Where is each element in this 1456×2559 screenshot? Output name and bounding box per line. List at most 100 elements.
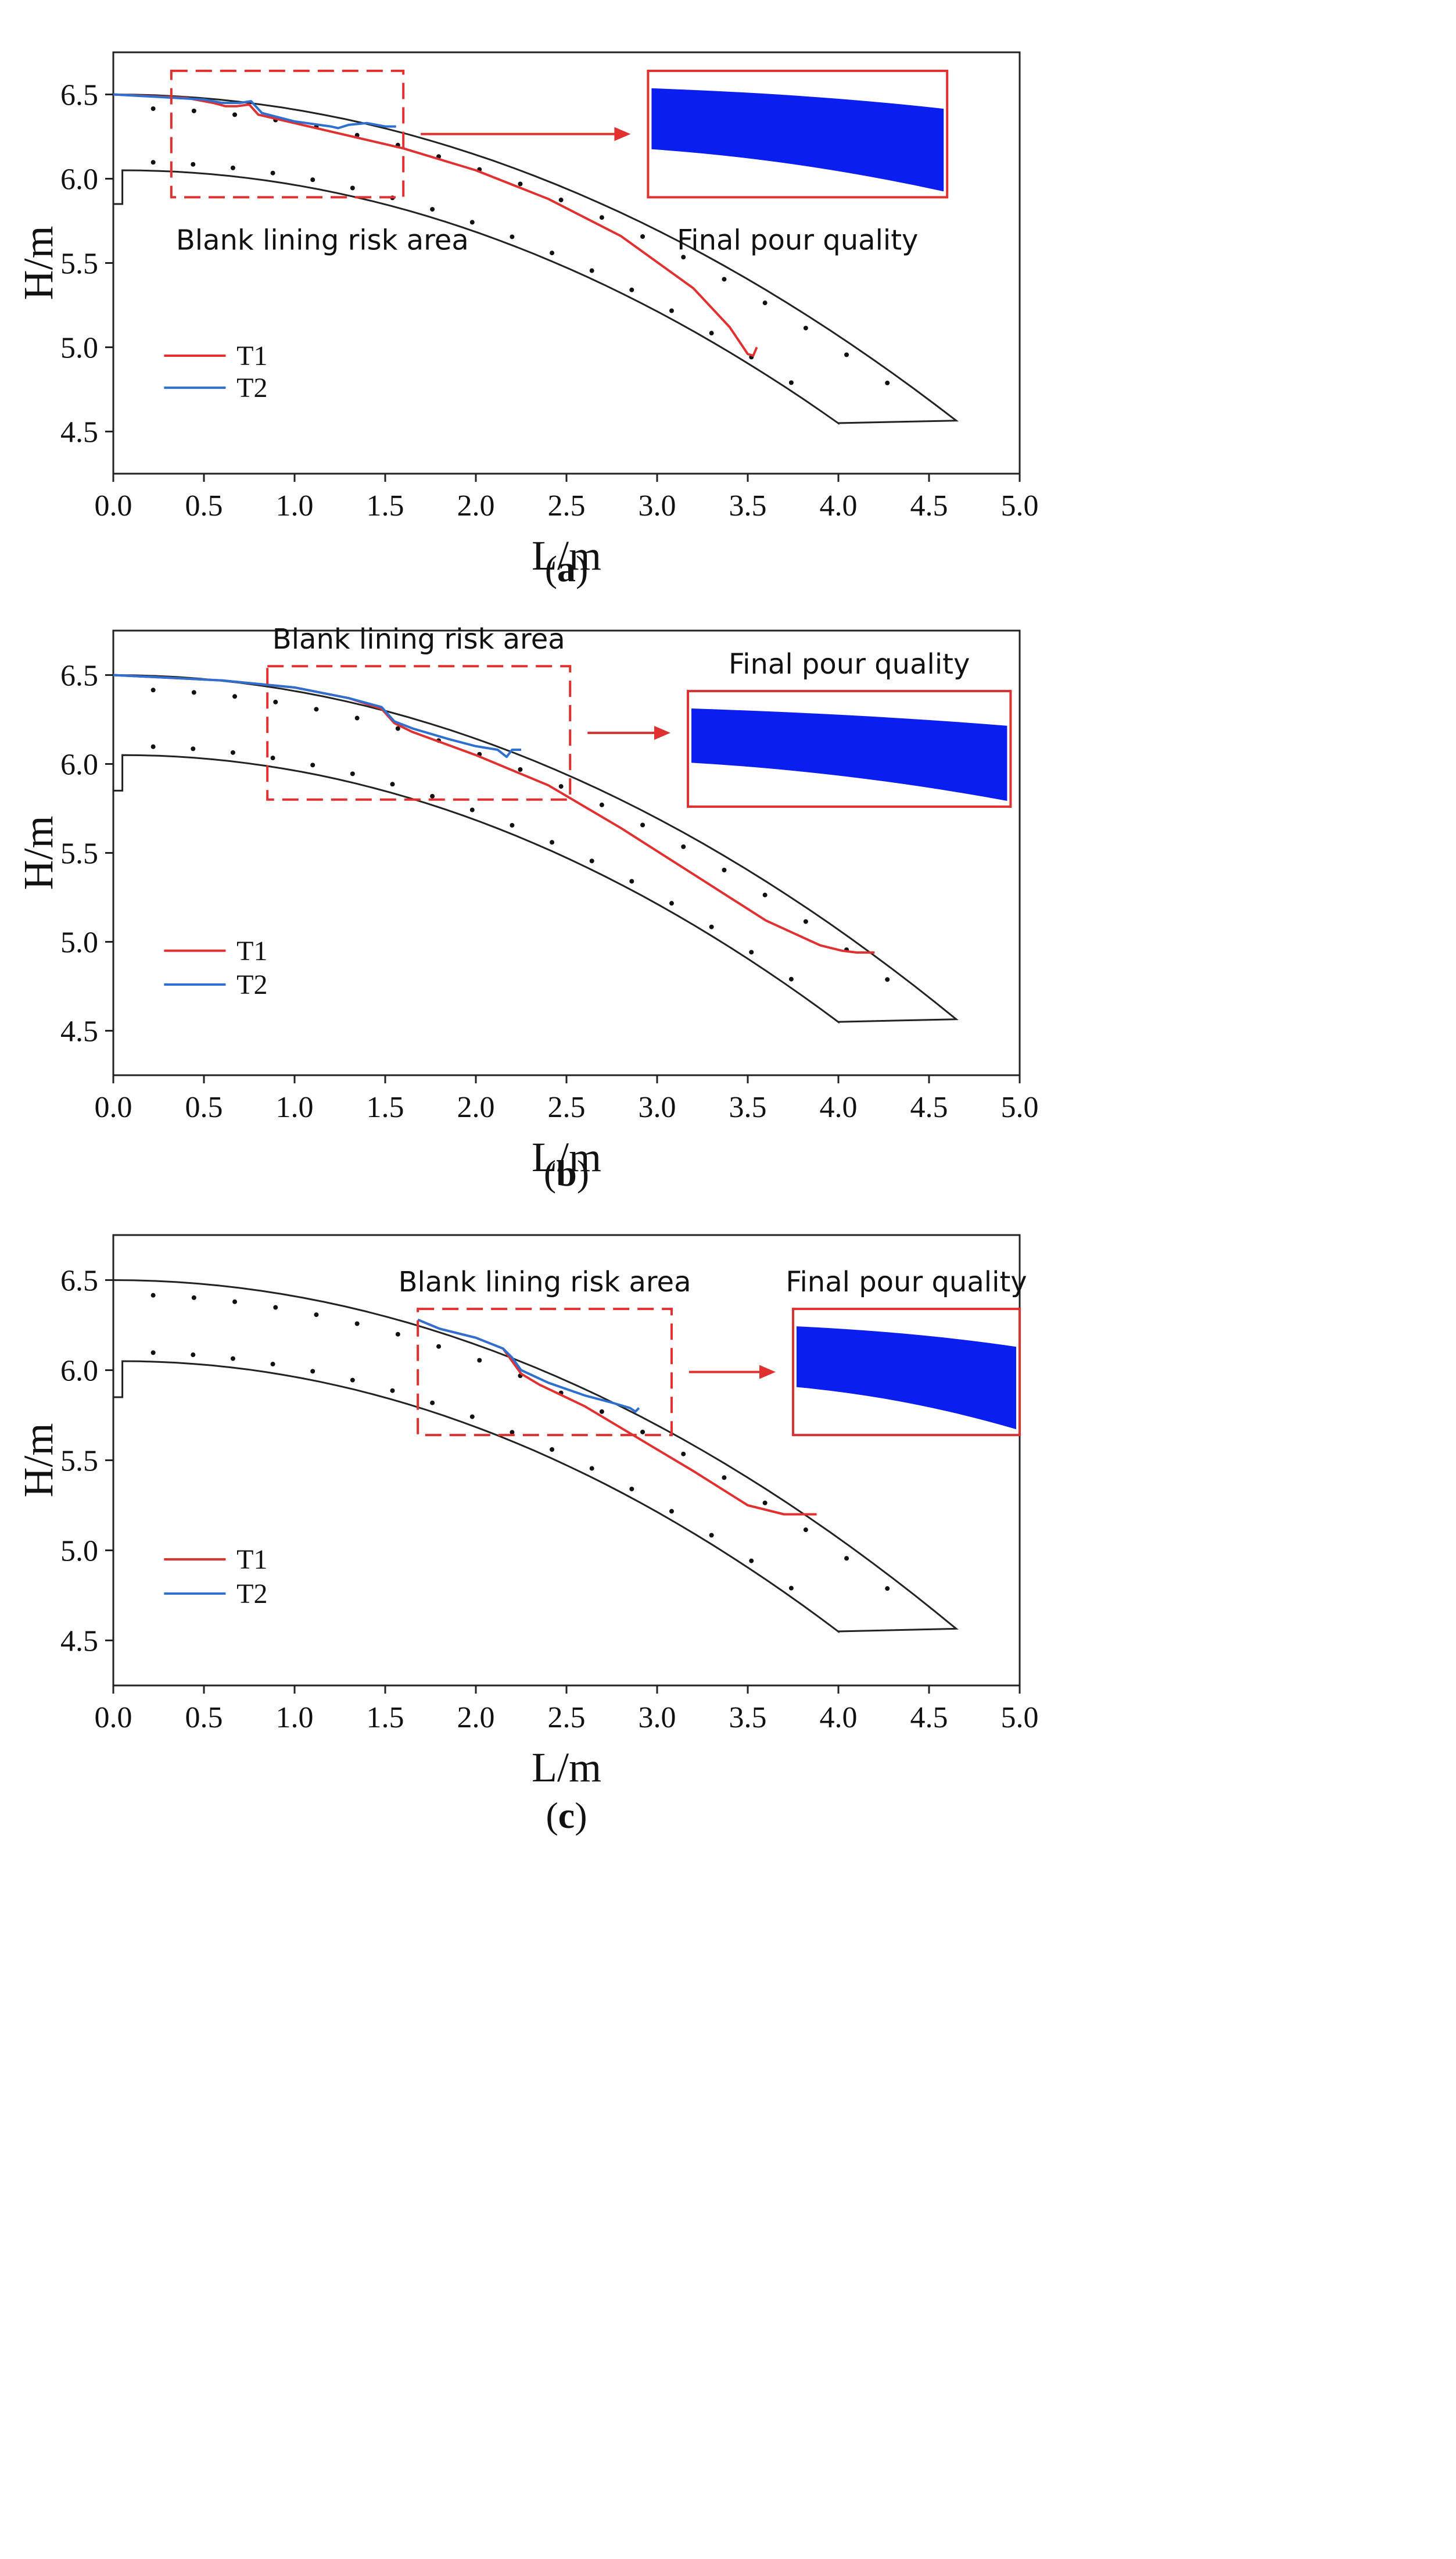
rebar-dot-inner: [150, 1350, 156, 1355]
x-tick-label: 3.0: [639, 1091, 676, 1124]
x-tick-label: 2.0: [457, 1701, 495, 1734]
chart-panel-c: 0.0 0.5 1.0 1.5 2.0 2.5 3.0 3.5 4.0 4.5 5.0 4.5 5.0 5…: [15, 1234, 1039, 1836]
x-tick-label: 4.5: [910, 1701, 948, 1734]
rebar-dot-inner: [350, 185, 355, 191]
legend-label-t1: T1: [236, 1544, 267, 1575]
rebar-dot-outer: [150, 688, 156, 693]
x-tick-label: 4.5: [910, 489, 948, 522]
y-axis-label: H/m: [15, 1423, 62, 1497]
rebar-dot-outer: [518, 767, 523, 772]
rebar-dot-outer: [640, 234, 645, 239]
y-tick-label: 5.0: [60, 926, 98, 960]
x-tick-label: 4.0: [820, 1701, 858, 1734]
rebar-dot-outer: [273, 699, 278, 704]
y-tick-label: 6.0: [60, 749, 98, 782]
rebar-dots: [150, 1293, 890, 1591]
rebar-dot-inner: [669, 308, 674, 313]
lining-outline: [112, 1279, 959, 1634]
rebar-dot-outer: [640, 822, 645, 828]
y-tick-label: 6.5: [60, 1265, 98, 1298]
arrow-head: [759, 1365, 776, 1379]
panel-label: (b): [544, 1153, 589, 1194]
risk-area-label: Blank lining risk area: [176, 224, 469, 256]
rebar-dot-inner: [788, 1585, 794, 1591]
rebar-dot-outer: [599, 802, 604, 807]
x-tick-label: 4.0: [820, 489, 858, 522]
y-axis-label: H/m: [15, 815, 62, 890]
x-tick-label: 1.0: [276, 1701, 314, 1734]
rebar-dot-inner: [191, 746, 196, 751]
rebar-dot-inner: [191, 162, 196, 167]
rebar-dot-outer: [232, 1299, 238, 1304]
x-tick-label: 1.0: [276, 1091, 314, 1124]
x-tick-label: 3.5: [729, 1701, 767, 1734]
y-tick-label: 6.5: [60, 660, 98, 693]
rebar-dot-inner: [589, 858, 594, 864]
rebar-dot-inner: [350, 771, 355, 776]
x-tick-label: 2.5: [548, 1091, 586, 1124]
series-line-t1: [113, 93, 758, 357]
rebar-dot-outer: [273, 1305, 278, 1310]
risk-area-box: [266, 665, 572, 801]
rebar-dot-outer: [762, 892, 768, 897]
inset-final-pour: [647, 69, 949, 199]
rebar-dot-inner: [629, 287, 634, 292]
rebar-dot-outer: [844, 1556, 849, 1561]
rebar-dot-outer: [722, 277, 727, 282]
rebar-dot-outer: [191, 108, 196, 113]
rebar-dot-inner: [270, 170, 275, 176]
y-tick-label: 6.0: [60, 1355, 98, 1388]
plot-frame: [112, 1234, 1021, 1687]
panel-label: (c): [546, 1795, 587, 1836]
inset-label: Final pour quality: [786, 1266, 1027, 1298]
rebar-dot-inner: [510, 234, 515, 239]
lining-outline: [112, 93, 959, 425]
rebar-dot-inner: [390, 1388, 395, 1393]
risk-area-label: Blank lining risk area: [272, 623, 565, 656]
rebar-dot-inner: [550, 1447, 555, 1452]
x-tick-label: 2.0: [457, 489, 495, 522]
inset-frame: [647, 69, 949, 199]
inset-fill: [691, 708, 1007, 801]
rebar-dot-inner: [589, 268, 594, 273]
inset-label: Final pour quality: [677, 224, 918, 256]
x-tick-label: 1.5: [367, 1091, 404, 1124]
rebar-dot-inner: [788, 380, 794, 385]
rebar-dot-outer: [599, 215, 604, 220]
rebar-dot-outer: [762, 1500, 768, 1505]
chart-panel-a: 0.0 0.5 1.0 1.5 2.0 2.5 3.0 3.5 4.0 4.5 5.0 4.5 5.0 5…: [15, 51, 1039, 589]
x-tick-label: 3.0: [639, 1701, 676, 1734]
rebar-dot-outer: [558, 784, 564, 789]
rebar-dot-outer: [885, 977, 890, 982]
rebar-dot-inner: [270, 1362, 275, 1367]
legend-label-t1: T1: [236, 341, 267, 371]
inset-frame: [792, 1308, 1021, 1437]
rebar-dot-outer: [395, 726, 400, 731]
y-tick-label: 5.0: [60, 1535, 98, 1568]
rebar-dot-inner: [709, 924, 714, 929]
rebar-dot-inner: [550, 840, 555, 845]
series-line-t2: [113, 674, 521, 758]
x-axis-label: L/m: [532, 1744, 601, 1791]
inset-fill: [651, 88, 944, 192]
x-tick-label: 3.0: [639, 489, 676, 522]
inset-fill: [797, 1326, 1016, 1430]
rebar-dot-inner: [469, 220, 475, 225]
legend-label-t2: T2: [236, 1579, 267, 1609]
x-tick-label: 3.5: [729, 489, 767, 522]
y-tick-label: 5.0: [60, 332, 98, 365]
rebar-dot-outer: [885, 380, 890, 385]
x-tick-label: 0.5: [185, 1701, 223, 1734]
rebar-dot-outer: [354, 1321, 360, 1326]
rebar-dot-outer: [558, 198, 564, 203]
x-tick-label: 0.5: [185, 489, 223, 522]
y-tick-label: 5.5: [60, 838, 98, 871]
rebar-dot-inner: [709, 1533, 714, 1538]
panel-letter: b: [556, 1153, 577, 1194]
legend-label-t2: T2: [236, 969, 267, 1000]
rebar-dot-outer: [191, 1295, 196, 1300]
rebar-dot-inner: [669, 1509, 674, 1514]
rebar-dot-inner: [510, 822, 515, 828]
rebar-dot-inner: [510, 1430, 515, 1435]
rebar-dot-outer: [150, 1293, 156, 1298]
